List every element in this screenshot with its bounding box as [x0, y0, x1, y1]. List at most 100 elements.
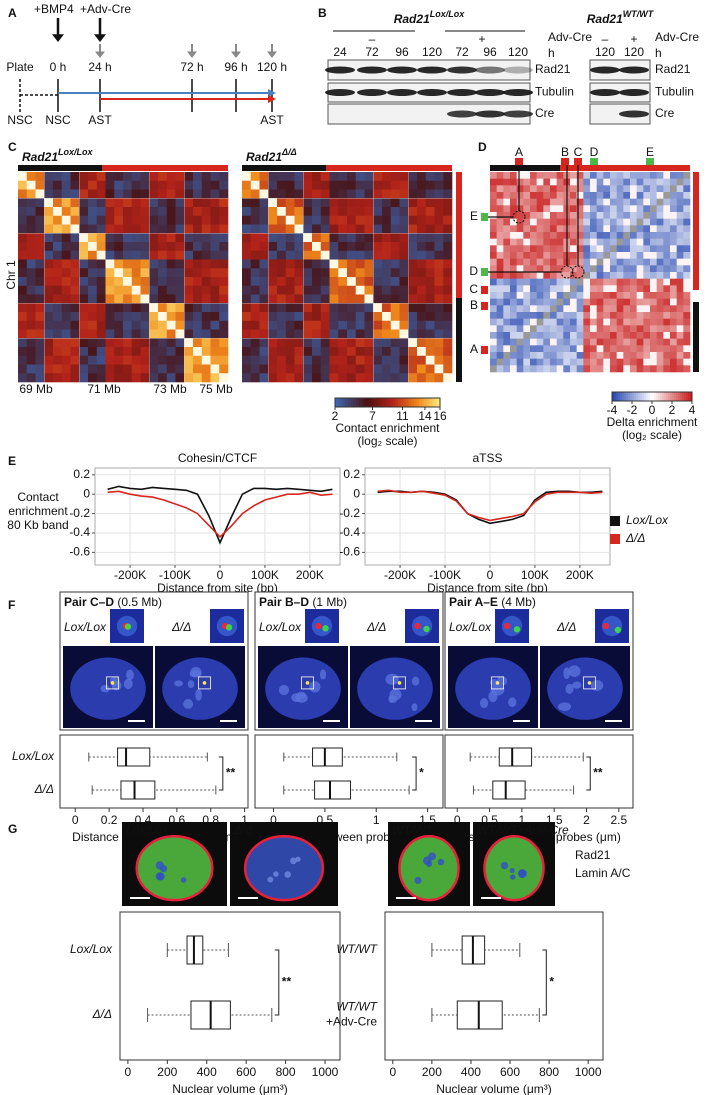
heatmap-cell — [219, 303, 229, 313]
heatmap-cell — [53, 242, 63, 252]
heatmap-cell — [643, 332, 651, 339]
heatmap-cell — [268, 329, 278, 339]
blot-band — [619, 89, 649, 96]
line — [377, 489, 603, 522]
heatmap-cell — [158, 294, 168, 304]
heatmap-cell — [35, 172, 45, 182]
heatmap-cell — [210, 294, 220, 304]
heatmap-cell — [643, 345, 651, 353]
protein-label: Cre — [655, 106, 675, 120]
highlight-circle — [571, 265, 585, 279]
heatmap-cell — [18, 198, 28, 208]
heatmap-cell — [329, 224, 339, 234]
heatmap-cell — [364, 355, 374, 365]
heatmap-cell — [590, 192, 597, 199]
heatmap-cell — [616, 298, 624, 306]
heatmap-cell — [616, 345, 624, 353]
heatmap-cell — [536, 172, 544, 179]
heatmap-cell — [96, 180, 106, 190]
heatmap-cell — [503, 245, 511, 253]
heatmap-cell — [490, 365, 497, 373]
heatmap-cell — [303, 268, 313, 278]
heatmap-cell — [590, 285, 597, 293]
heatmap-cell — [184, 259, 194, 269]
genotype: Lox/Lox — [58, 147, 93, 157]
heatmap-cell — [88, 259, 98, 269]
heatmap-cell — [123, 312, 133, 322]
heatmap-cell — [516, 332, 524, 339]
heatmap-cell — [516, 225, 524, 233]
heatmap-cell — [610, 258, 617, 266]
heatmap-cell — [670, 325, 677, 333]
heatmap-cell — [53, 338, 63, 348]
chromocenter — [437, 858, 445, 866]
heatmap-cell — [530, 365, 537, 373]
heatmap-cell — [603, 352, 611, 359]
heatmap-cell — [503, 218, 511, 226]
heatmap-cell — [268, 294, 278, 304]
heatmap-cell — [294, 312, 304, 322]
heatmap-cell — [96, 320, 106, 330]
heatmap-cell — [425, 329, 435, 339]
probe-green — [614, 626, 622, 634]
heatmap-cell — [277, 338, 287, 348]
heatmap-cell — [123, 364, 133, 374]
heatmap-cell — [329, 215, 339, 225]
heatmap-cell — [18, 312, 28, 322]
heatmap-cell — [79, 189, 89, 199]
colorbar-cell — [437, 398, 441, 407]
heatmap-cell — [242, 250, 252, 260]
x-tick-label: 1000 — [312, 1065, 339, 1079]
heatmap-cell — [623, 298, 631, 306]
heatmap-cell — [79, 277, 89, 287]
heatmap-cell — [543, 318, 551, 326]
heatmap-cell — [523, 265, 531, 273]
heatmap-cell — [570, 298, 577, 306]
heatmap-cell — [294, 338, 304, 348]
heatmap-cell — [259, 303, 269, 313]
chromocenter — [273, 871, 279, 877]
heatmap-cell — [536, 178, 544, 186]
heatmap-cell — [53, 303, 63, 313]
heatmap-cell — [516, 338, 524, 346]
colorbar-tick-label: 4 — [689, 403, 696, 417]
heatmap-cell — [268, 355, 278, 365]
heatmap-cell — [18, 259, 28, 269]
heatmap-cell — [563, 338, 571, 346]
heatmap-cell — [623, 292, 631, 299]
heatmap-cell — [496, 312, 504, 319]
heatmap-cell — [683, 238, 691, 246]
x-axis-label: Nuclear volume (μm³) — [172, 1082, 288, 1095]
colorbar-cell — [638, 392, 641, 401]
heatmap-cell — [355, 250, 365, 260]
heatmap-cell — [596, 205, 604, 213]
heatmap-cell — [175, 320, 185, 330]
heatmap-cell — [303, 303, 313, 313]
heatmap-cell — [201, 347, 211, 357]
heatmap-cell — [603, 285, 611, 293]
heatmap-cell — [166, 172, 176, 182]
heatmap-cell — [105, 320, 115, 330]
heatmap-cell — [70, 172, 80, 182]
heatmap-cell — [630, 332, 637, 339]
heatmap-cell — [303, 233, 313, 243]
heatmap-cell — [650, 258, 657, 266]
heatmap-cell — [630, 312, 637, 319]
heatmap-cell — [603, 198, 611, 206]
row-label: h — [655, 46, 662, 60]
heatmap-cell — [158, 207, 168, 217]
heatmap-cell — [268, 268, 278, 278]
heatmap-cell — [399, 329, 409, 339]
heatmap-cell — [576, 225, 584, 233]
colorbar-cell — [377, 398, 381, 407]
heatmap-cell — [490, 212, 497, 219]
heatmap-cell — [364, 233, 374, 243]
heatmap-cell — [18, 172, 28, 182]
heatmap-cell — [516, 258, 524, 266]
heatmap-cell — [219, 329, 229, 339]
heatmap-cell — [630, 198, 637, 206]
heatmap-cell — [408, 207, 418, 217]
heatmap-cell — [550, 338, 557, 346]
heatmap-cell — [312, 338, 322, 348]
image-label: Lox/Lox — [259, 620, 302, 634]
